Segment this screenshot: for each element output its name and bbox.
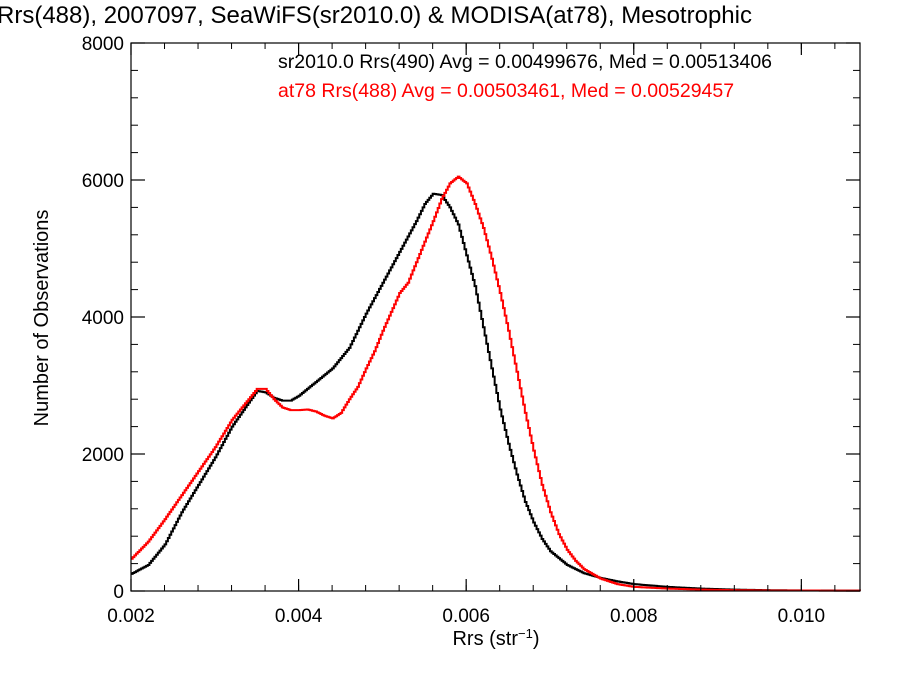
y-tick-label: 8000 [82,34,124,55]
series-line-1 [131,175,861,592]
chart-title: Rrs(488), 2007097, SeaWiFS(sr2010.0) & M… [0,2,752,29]
x-tick-label: 0.010 [778,606,826,627]
y-tick-label: 6000 [82,171,124,192]
y-tick-label: 2000 [82,445,124,466]
legend-entry-sr2010: sr2010.0 Rrs(490) Avg = 0.00499676, Med … [278,51,772,73]
y-tick-label: 0 [113,582,124,603]
x-tick-label: 0.002 [107,606,155,627]
x-tick-label: 0.008 [610,606,658,627]
tick-layer: 0.002 0.004 0.006 0.008 0.010 0 2000 4000 6000 80… [82,34,860,627]
x-axis-label-close: ) [533,628,540,650]
x-tick-label: 0.004 [275,606,323,627]
series-line-0 [131,192,861,592]
x-axis-label-sup: −1 [518,626,533,641]
x-axis-label: Rrs (str−1) [452,626,539,650]
legend-entry-at78: at78 Rrs(488) Avg = 0.00503461, Med = 0.… [278,80,734,102]
x-tick-label: 0.006 [442,606,490,627]
y-axis-label: Number of Observations [31,210,53,427]
series-layer [131,175,861,592]
plot-frame [130,42,861,592]
x-axis-label-text: Rrs (str [452,628,518,650]
y-tick-label: 4000 [82,308,124,329]
